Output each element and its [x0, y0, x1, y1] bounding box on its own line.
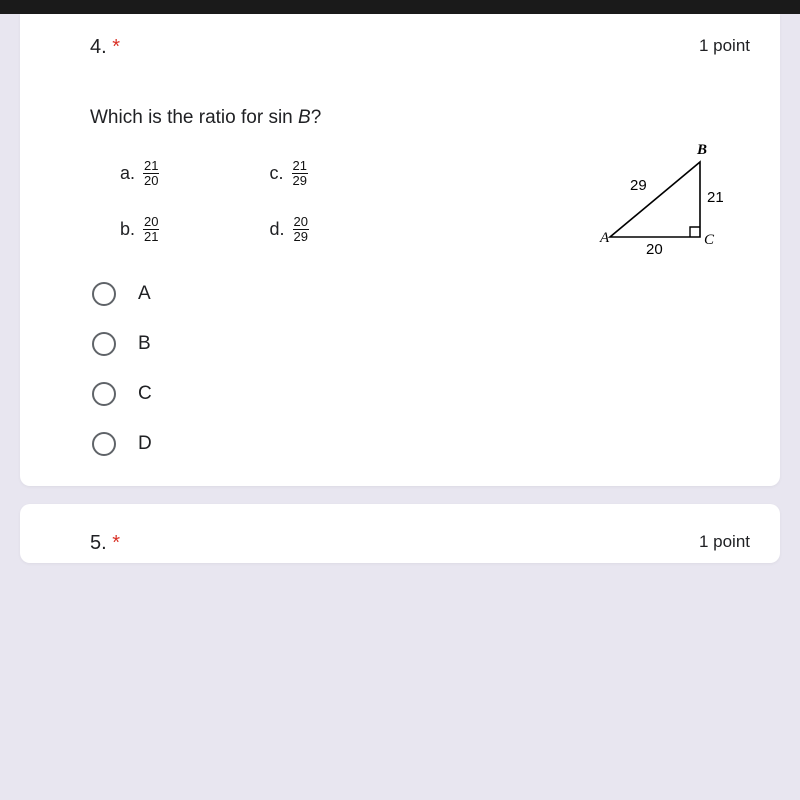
q5-required-asterisk: *	[112, 532, 120, 554]
q4-choice-a-den: 20	[143, 174, 159, 188]
radio-icon	[92, 282, 116, 306]
q4-choice-d-letter: d.	[269, 219, 284, 240]
q4-radio-B[interactable]: B	[92, 332, 750, 356]
triangle-label-A: A	[599, 230, 610, 246]
q4-stem-suffix: ?	[311, 107, 322, 128]
q4-choices-col-2: c. 21 29 d. 20 29	[239, 159, 308, 244]
triangle-shape	[610, 162, 700, 237]
triangle-label-B: B	[696, 142, 707, 158]
triangle-side-hyp: 29	[630, 177, 647, 194]
q4-stem: Which is the ratio for sin B?	[90, 107, 750, 129]
question-5-card: 5. * 1 point	[20, 504, 780, 563]
q4-radio-D-label: D	[138, 433, 152, 455]
question-5-header: 5. * 1 point	[50, 532, 750, 555]
q4-choice-c-letter: c.	[269, 163, 283, 184]
q4-choice-d-fraction: 20 29	[293, 215, 309, 243]
q4-radio-D[interactable]: D	[92, 432, 750, 456]
q4-radio-C-label: C	[138, 383, 152, 405]
triangle-side-base: 20	[646, 241, 663, 258]
q4-choice-a-num: 21	[143, 159, 159, 174]
q4-radio-group: A B C D	[90, 282, 750, 456]
q5-points: 1 point	[699, 532, 750, 552]
question-4-card: 4. * 1 point Which is the ratio for sin …	[20, 14, 780, 486]
q4-choice-b-fraction: 20 21	[143, 215, 159, 243]
question-4-header: 4. * 1 point	[50, 36, 750, 59]
q4-stem-prefix: Which is the ratio for sin	[90, 107, 298, 128]
q4-choice-a-fraction: 21 20	[143, 159, 159, 187]
q4-points: 1 point	[699, 36, 750, 56]
triangle-side-vert: 21	[707, 189, 724, 206]
q4-choice-d-den: 29	[293, 230, 309, 244]
q4-choice-c-den: 29	[292, 174, 308, 188]
q4-choice-d: d. 20 29	[269, 215, 308, 243]
q4-choice-c-num: 21	[292, 159, 308, 174]
q4-content: Which is the ratio for sin B? a. 21 20 b…	[50, 107, 750, 456]
q4-choice-a: a. 21 20	[120, 159, 159, 187]
q4-number-text: 4.	[90, 36, 107, 58]
top-dark-bar	[0, 0, 800, 14]
q5-number-text: 5.	[90, 532, 107, 554]
radio-icon	[92, 432, 116, 456]
q4-choice-b-num: 20	[143, 215, 159, 230]
q4-radio-A-label: A	[138, 283, 151, 305]
triangle-label-C: C	[704, 232, 715, 248]
radio-icon	[92, 382, 116, 406]
q4-radio-A[interactable]: A	[92, 282, 750, 306]
question-5-number: 5. *	[90, 532, 120, 555]
page-container: 4. * 1 point Which is the ratio for sin …	[0, 14, 800, 563]
q4-choice-d-num: 20	[293, 215, 309, 230]
q4-required-asterisk: *	[112, 36, 120, 58]
q4-choice-c: c. 21 29	[269, 159, 308, 187]
q4-radio-B-label: B	[138, 333, 151, 355]
q4-choice-a-letter: a.	[120, 163, 135, 184]
right-angle-marker	[690, 227, 700, 237]
q4-choice-c-fraction: 21 29	[292, 159, 308, 187]
q4-stem-variable: B	[298, 107, 311, 128]
radio-icon	[92, 332, 116, 356]
q4-triangle-diagram: A C B 29 21 20	[590, 142, 740, 267]
q4-choice-b-letter: b.	[120, 219, 135, 240]
question-4-number: 4. *	[90, 36, 120, 59]
q4-radio-C[interactable]: C	[92, 382, 750, 406]
q4-choice-b-den: 21	[143, 230, 159, 244]
q4-choices-col-1: a. 21 20 b. 20 21	[90, 159, 159, 244]
triangle-svg: A C B 29 21 20	[590, 142, 740, 262]
q4-choice-b: b. 20 21	[120, 215, 159, 243]
